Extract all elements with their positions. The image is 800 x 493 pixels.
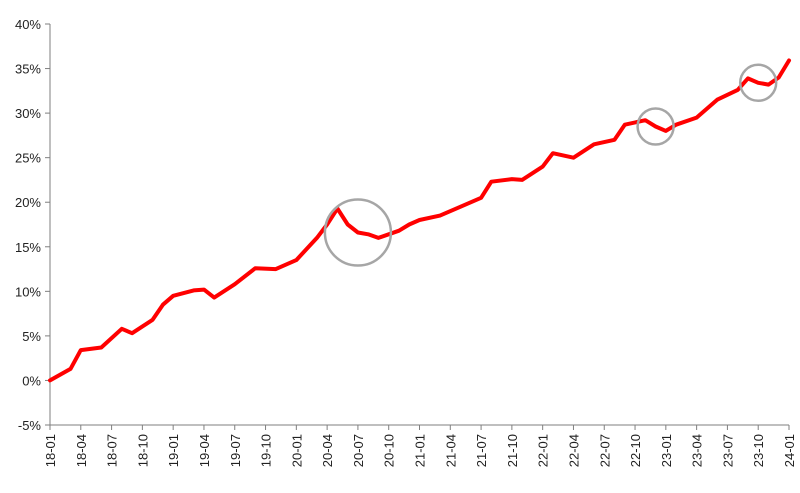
data-point: [643, 118, 647, 122]
x-tick-label: 20-04: [320, 434, 335, 467]
x-tick-label: 23-10: [751, 434, 766, 467]
data-point: [68, 367, 73, 371]
y-tick-label: 5%: [22, 329, 41, 344]
data-point: [99, 345, 103, 350]
x-tick-label: 22-07: [597, 434, 612, 467]
data-point: [489, 180, 493, 184]
data-point: [171, 294, 175, 298]
data-point: [510, 177, 514, 181]
data-point: [612, 138, 617, 142]
x-tick-label: 20-07: [351, 434, 366, 467]
data-point: [777, 75, 781, 80]
data-point: [376, 236, 380, 240]
data-point: [294, 258, 298, 262]
data-point: [79, 348, 83, 352]
y-tick-label: -5%: [18, 418, 42, 433]
data-point: [551, 151, 555, 155]
x-tick-label: 23-07: [720, 434, 735, 467]
data-point: [520, 178, 524, 182]
x-tick-label: 22-01: [536, 434, 551, 467]
data-point: [459, 205, 463, 209]
data-point: [664, 129, 668, 133]
data-point: [438, 214, 442, 218]
data-point: [346, 222, 350, 227]
x-tick-label: 18-07: [105, 434, 120, 467]
data-point: [120, 327, 124, 331]
data-point: [715, 98, 719, 102]
x-tick-label: 21-04: [443, 434, 458, 467]
y-tick-label: 35%: [15, 62, 41, 77]
data-point: [212, 296, 216, 300]
x-tick-label: 20-10: [382, 434, 397, 467]
series-layer: [48, 58, 791, 383]
data-point: [417, 218, 422, 222]
x-tick-label: 20-01: [289, 434, 304, 467]
y-tick-label: 40%: [15, 17, 41, 32]
data-point: [366, 232, 370, 236]
data-point: [479, 196, 483, 200]
data-point: [787, 58, 791, 63]
data-point: [130, 331, 134, 335]
x-tick-label: 18-10: [135, 434, 150, 467]
x-tick-label: 23-01: [659, 434, 674, 467]
x-tick-label: 18-04: [74, 434, 89, 467]
y-tick-label: 30%: [15, 106, 41, 121]
data-point: [756, 81, 760, 85]
x-tick-label: 24-01: [782, 434, 797, 467]
data-point: [202, 288, 206, 292]
x-tick-label: 19-07: [228, 434, 243, 467]
x-tick-label: 21-10: [505, 434, 520, 467]
highlight-circle: [323, 198, 393, 267]
data-point: [192, 288, 196, 292]
data-point: [746, 76, 750, 80]
y-tick-label: 10%: [15, 284, 41, 299]
highlight-circle: [636, 107, 675, 146]
y-tick-label: 15%: [15, 240, 41, 255]
data-point: [274, 267, 278, 271]
x-tick-label: 19-04: [197, 434, 212, 467]
x-tick-label: 21-01: [413, 434, 428, 467]
data-point: [397, 229, 401, 233]
data-point: [541, 165, 545, 169]
x-tick-label: 22-04: [566, 434, 581, 467]
x-tick-label: 19-01: [166, 434, 181, 467]
x-tick-label: 18-01: [43, 434, 58, 467]
data-point: [151, 318, 155, 322]
data-point: [766, 83, 771, 87]
data-point: [233, 282, 237, 286]
data-point: [407, 222, 411, 227]
data-point: [592, 142, 596, 146]
x-tick-label: 19-10: [259, 434, 274, 467]
data-point: [623, 123, 627, 127]
y-tick-label: 0%: [22, 373, 41, 388]
data-point: [571, 156, 576, 160]
data-point: [695, 116, 699, 120]
data-point: [356, 230, 360, 235]
x-tick-label: 21-07: [474, 434, 489, 467]
annotation-layer: [323, 63, 778, 267]
y-tick-label: 20%: [15, 195, 41, 210]
x-tick-label: 22-10: [628, 434, 643, 467]
data-point: [161, 303, 165, 307]
data-point: [48, 378, 52, 382]
data-point: [654, 124, 658, 129]
y-tick-label: 25%: [15, 151, 41, 166]
highlight-circle: [738, 63, 778, 103]
data-point: [315, 236, 319, 240]
data-point: [253, 266, 257, 270]
axes: -5% 0% 5% 10% 15% 20% 25% 30% 35% 40% 18-01 18-04 18…: [15, 17, 797, 467]
x-tick-label: 23-04: [690, 434, 705, 467]
data-point: [674, 123, 678, 127]
data-point: [736, 88, 740, 92]
